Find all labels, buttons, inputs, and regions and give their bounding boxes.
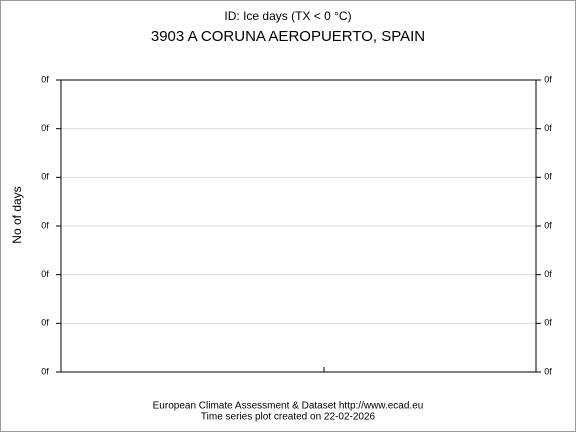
y-axis-label: No of days [10, 186, 24, 243]
footer: Time series plot created on 22-02-2026 [201, 412, 376, 423]
chart-subtitle: 3903 A CORUNA AEROPUERTO, SPAIN [151, 28, 425, 45]
y-tick-label: 0f [41, 74, 49, 84]
y-tick-label: 0f [41, 123, 49, 133]
y2-tick-label: 0f [544, 366, 552, 376]
footer: European Climate Assessment & Dataset ht… [153, 401, 424, 412]
y2-tick-label: 0f [544, 74, 552, 84]
y-tick-label: 0f [41, 269, 49, 279]
y-tick-label: 0f [41, 318, 49, 328]
y-tick-label: 0f [41, 366, 49, 376]
y2-tick-label: 0f [544, 172, 552, 182]
y2-tick-label: 0f [544, 269, 552, 279]
y-tick-label: 0f [41, 172, 49, 182]
y2-tick-label: 0f [544, 220, 552, 230]
y2-tick-label: 0f [544, 318, 552, 328]
y-tick-label: 0f [41, 220, 49, 230]
plot-area [60, 79, 537, 373]
chart-title: ID: Ice days (TX < 0 °C) [224, 9, 351, 23]
y2-tick-label: 0f [544, 123, 552, 133]
